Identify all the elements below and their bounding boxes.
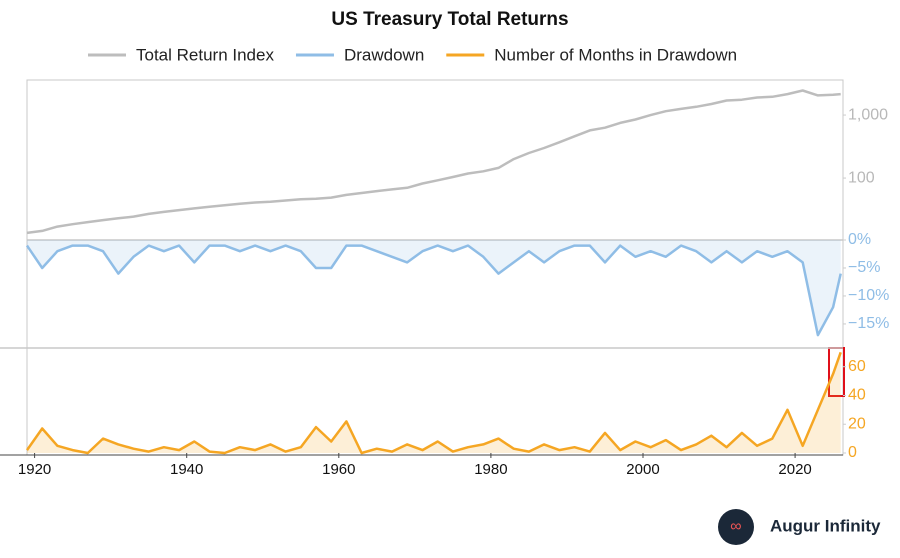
series-area: [27, 352, 841, 453]
logo-icon: ∞: [730, 518, 741, 535]
x-tick-label: 1960: [322, 461, 355, 478]
y-tick-label: 0%: [848, 231, 871, 248]
y-tick-label: 20: [848, 415, 866, 432]
legend-label: Drawdown: [344, 45, 424, 64]
logo: [718, 509, 754, 545]
series-area: [27, 240, 841, 336]
chart-title: US Treasury Total Returns: [331, 9, 568, 30]
y-tick-label: 1,000: [848, 106, 888, 123]
series-line: [25, 351, 842, 455]
y-tick-label: 0: [848, 444, 857, 461]
series-line: [25, 244, 842, 337]
legend-label: Total Return Index: [136, 45, 274, 64]
y-tick-label: 60: [848, 358, 866, 375]
x-tick-label: 2000: [626, 461, 659, 478]
y-tick-label: −10%: [848, 287, 889, 304]
y-tick-label: −15%: [848, 315, 889, 332]
x-tick-label: 2020: [778, 461, 811, 478]
plot-frame: [26, 79, 844, 456]
series-line: [26, 89, 841, 235]
legend-label: Number of Months in Drawdown: [494, 45, 737, 64]
x-tick-label: 1940: [170, 461, 203, 478]
y-tick-label: 40: [848, 387, 866, 404]
x-tick-label: 1980: [474, 461, 507, 478]
x-tick-label: 1920: [18, 461, 51, 478]
legend: Total Return Index Drawdown Number of Mont…: [88, 45, 737, 64]
y-tick-label: 100: [848, 169, 875, 186]
y-tick-label: −5%: [848, 259, 880, 276]
brand: Augur Infinity: [770, 516, 881, 535]
